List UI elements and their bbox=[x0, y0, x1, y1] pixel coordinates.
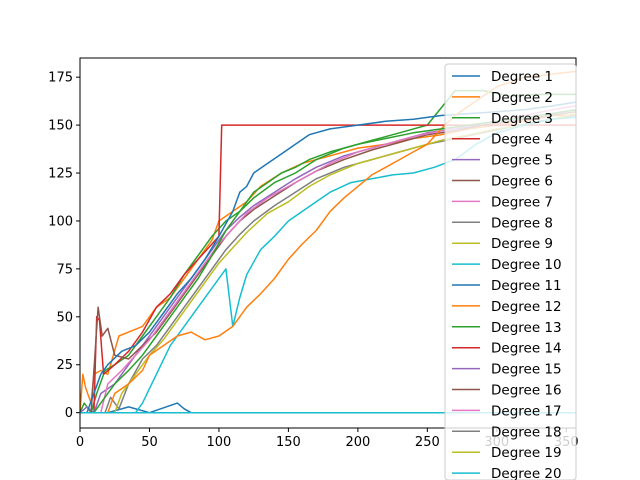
legend-label: Degree 17 bbox=[491, 403, 562, 419]
legend-label: Degree 7 bbox=[491, 194, 553, 210]
series-line-11 bbox=[80, 101, 576, 414]
legend-box bbox=[444, 63, 577, 480]
x-tick-label: 250 bbox=[415, 435, 440, 450]
legend-label: Degree 20 bbox=[491, 466, 562, 480]
y-tick-label: 100 bbox=[48, 214, 73, 229]
legend-label: Degree 19 bbox=[491, 445, 562, 461]
y-tick-label: 50 bbox=[56, 310, 73, 325]
series-line-4 bbox=[80, 124, 576, 414]
legend-label: Degree 4 bbox=[491, 132, 553, 148]
legend-label: Degree 3 bbox=[491, 111, 553, 127]
legend-label: Degree 9 bbox=[491, 236, 553, 252]
legend-label: Degree 13 bbox=[491, 320, 562, 336]
y-tick-label: 150 bbox=[48, 119, 73, 134]
x-tick-label: 50 bbox=[141, 435, 158, 450]
legend-label: Degree 16 bbox=[491, 383, 562, 399]
legend-label: Degree 14 bbox=[491, 341, 562, 357]
x-tick-label: 200 bbox=[345, 435, 370, 450]
legend-label: Degree 1 bbox=[491, 69, 553, 85]
legend-label: Degree 8 bbox=[491, 215, 553, 231]
legend-label: Degree 6 bbox=[491, 174, 553, 190]
legend-label: Degree 10 bbox=[491, 257, 562, 273]
legend-label: Degree 18 bbox=[491, 424, 562, 440]
y-tick-label: 0 bbox=[65, 406, 73, 421]
y-tick-label: 75 bbox=[56, 262, 73, 277]
legend-label: Degree 12 bbox=[491, 299, 562, 315]
x-tick-label: 0 bbox=[76, 435, 84, 450]
legend: Degree 1 Degree 2 Degree 3 Degree 4 Degree 5… bbox=[444, 63, 577, 480]
legend-label: Degree 15 bbox=[491, 362, 562, 378]
legend-label: Degree 11 bbox=[491, 278, 562, 294]
legend-label: Degree 2 bbox=[491, 90, 553, 106]
y-tick-label: 25 bbox=[56, 358, 73, 373]
legend-label: Degree 5 bbox=[491, 153, 553, 169]
y-tick-label: 175 bbox=[48, 71, 73, 86]
y-tick-label: 125 bbox=[48, 167, 73, 182]
y-axis: 0 25 50 75 100 125 150 175 bbox=[48, 71, 80, 421]
x-tick-label: 150 bbox=[276, 435, 301, 450]
series-line-3 bbox=[80, 89, 576, 414]
x-tick-label: 100 bbox=[207, 435, 232, 450]
